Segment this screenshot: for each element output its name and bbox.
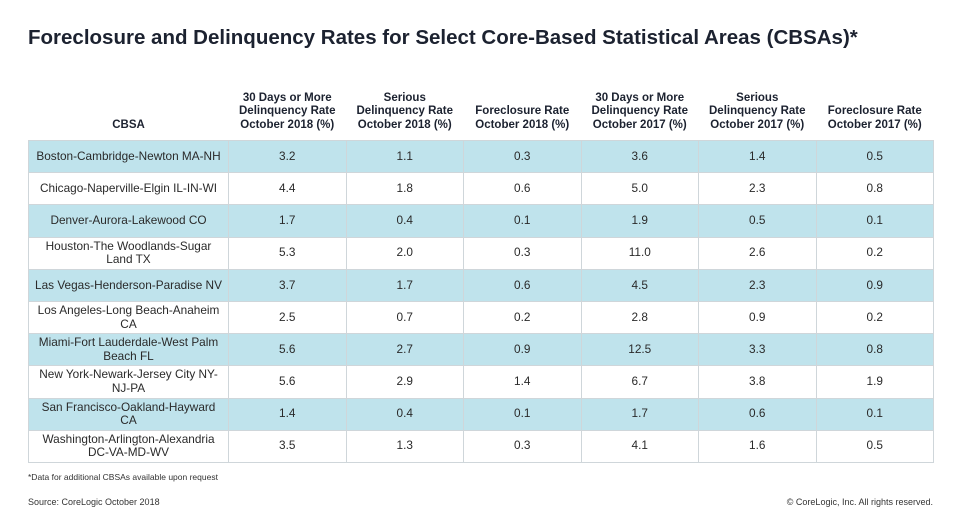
cbsa-name-cell: Houston-The Woodlands-Sugar Land TX	[28, 236, 229, 270]
rate-cell: 1.4	[463, 365, 582, 399]
table-row: Washington-Arlington-Alexandria DC-VA-MD…	[28, 429, 934, 463]
rate-cell: 0.2	[463, 300, 582, 335]
rate-cell: 2.5	[228, 300, 347, 335]
rate-cell: 3.3	[698, 333, 817, 367]
rate-cell: 4.5	[580, 268, 699, 302]
cbsa-name-cell: San Francisco-Oakland-Hayward CA	[28, 397, 229, 431]
rate-cell: 0.7	[345, 300, 464, 335]
rate-cell: 1.4	[698, 139, 817, 174]
rate-cell: 0.1	[463, 204, 582, 238]
rate-cell: 0.1	[463, 397, 582, 431]
header-row: CBSA 30 Days or More Delinquency Rate Oc…	[29, 71, 934, 141]
table-row: Houston-The Woodlands-Sugar Land TX 5.3 2.…	[28, 236, 934, 270]
rate-cell: 0.1	[815, 204, 934, 238]
cbsa-name-cell: Boston-Cambridge-Newton MA-NH	[28, 139, 229, 174]
rate-cell: 1.1	[345, 139, 464, 174]
rate-cell: 2.8	[580, 300, 699, 335]
cbsa-name-cell: Los Angeles-Long Beach-Anaheim CA	[28, 300, 229, 335]
data-table: CBSA 30 Days or More Delinquency Rate Oc…	[28, 71, 934, 463]
column-header-serious-2017: Serious Delinquency Rate October 2017 (%…	[709, 91, 806, 131]
rate-cell: 0.2	[815, 300, 934, 335]
table-row: San Francisco-Oakland-Hayward CA 1.4 0.4 0.…	[28, 397, 934, 431]
column-header-serious-2018: Serious Delinquency Rate October 2018 (%…	[356, 91, 454, 131]
rate-cell: 3.6	[580, 139, 699, 174]
source-note: Source: CoreLogic October 2018	[28, 497, 160, 507]
cbsa-name-cell: Chicago-Naperville-Elgin IL-IN-WI	[28, 172, 229, 206]
rate-cell: 0.5	[815, 429, 934, 463]
rate-cell: 6.7	[580, 365, 699, 399]
rate-cell: 11.0	[580, 236, 699, 270]
rate-cell: 2.6	[698, 236, 817, 270]
table-row: New York-Newark-Jersey City NY-NJ-PA 5.6 2…	[28, 365, 934, 399]
rate-cell: 0.5	[698, 204, 817, 238]
rate-cell: 2.3	[698, 172, 817, 206]
footnote: *Data for additional CBSAs available upo…	[28, 472, 218, 482]
rate-cell: 0.3	[463, 236, 582, 270]
rate-cell: 5.6	[228, 333, 347, 367]
column-header-30day-2017: 30 Days or More Delinquency Rate October…	[591, 91, 689, 131]
rate-cell: 1.3	[345, 429, 464, 463]
table-row: Boston-Cambridge-Newton MA-NH 3.2 1.1 0.3 3.…	[28, 139, 934, 174]
rate-cell: 2.7	[345, 333, 464, 367]
rate-cell: 0.6	[463, 172, 582, 206]
rate-cell: 0.8	[815, 333, 934, 367]
rate-cell: 1.7	[345, 268, 464, 302]
page-title: Foreclosure and Delinquency Rates for Se…	[28, 26, 858, 49]
cbsa-name-cell: Las Vegas-Henderson-Paradise NV	[28, 268, 229, 302]
rate-cell: 1.7	[580, 397, 699, 431]
table-row: Chicago-Naperville-Elgin IL-IN-WI 4.4 1.8 0…	[28, 172, 934, 206]
rate-cell: 2.0	[345, 236, 464, 270]
column-header-cbsa: CBSA	[112, 118, 145, 131]
table-row: Las Vegas-Henderson-Paradise NV 3.7 1.7 0.6…	[28, 268, 934, 302]
cbsa-name-cell: Washington-Arlington-Alexandria DC-VA-MD…	[28, 429, 229, 463]
rate-cell: 5.3	[228, 236, 347, 270]
rate-cell: 1.8	[345, 172, 464, 206]
rate-cell: 0.1	[815, 397, 934, 431]
column-header-30day-2018: 30 Days or More Delinquency Rate October…	[239, 91, 336, 131]
rate-cell: 3.8	[698, 365, 817, 399]
rate-cell: 0.9	[698, 300, 817, 335]
rate-cell: 1.9	[580, 204, 699, 238]
cbsa-name-cell: Miami-Fort Lauderdale-West Palm Beach FL	[28, 333, 229, 367]
rate-cell: 3.5	[228, 429, 347, 463]
rate-cell: 0.4	[345, 397, 464, 431]
rate-cell: 1.7	[228, 204, 347, 238]
rate-cell: 0.2	[815, 236, 934, 270]
rate-cell: 5.6	[228, 365, 347, 399]
rate-cell: 0.9	[815, 268, 934, 302]
rate-cell: 1.6	[698, 429, 817, 463]
copyright-note: © CoreLogic, Inc. All rights reserved.	[786, 497, 933, 507]
rate-cell: 4.4	[228, 172, 347, 206]
rate-cell: 0.4	[345, 204, 464, 238]
rate-cell: 3.2	[228, 139, 347, 174]
rate-cell: 2.3	[698, 268, 817, 302]
rate-cell: 1.4	[228, 397, 347, 431]
rate-cell: 0.6	[698, 397, 817, 431]
rate-cell: 5.0	[580, 172, 699, 206]
table-row: Miami-Fort Lauderdale-West Palm Beach FL…	[28, 333, 934, 367]
rate-cell: 0.5	[815, 139, 934, 174]
rate-cell: 0.3	[463, 139, 582, 174]
rate-cell: 4.1	[580, 429, 699, 463]
rate-cell: 0.9	[463, 333, 582, 367]
rate-cell: 0.8	[815, 172, 934, 206]
rate-cell: 3.7	[228, 268, 347, 302]
rate-cell: 1.9	[815, 365, 934, 399]
cbsa-name-cell: Denver-Aurora-Lakewood CO	[28, 204, 229, 238]
column-header-foreclosure-2018: Foreclosure Rate October 2018 (%)	[475, 105, 570, 131]
rate-cell: 12.5	[580, 333, 699, 367]
column-header-foreclosure-2017: Foreclosure Rate October 2017 (%)	[827, 105, 922, 131]
rate-cell: 0.6	[463, 268, 582, 302]
cbsa-name-cell: New York-Newark-Jersey City NY-NJ-PA	[28, 365, 229, 399]
table-row: Denver-Aurora-Lakewood CO 1.7 0.4 0.1 1.9 0.5…	[28, 204, 934, 238]
rate-cell: 0.3	[463, 429, 582, 463]
rate-cell: 2.9	[345, 365, 464, 399]
table-row: Los Angeles-Long Beach-Anaheim CA 2.5 0.7 0…	[28, 300, 934, 335]
